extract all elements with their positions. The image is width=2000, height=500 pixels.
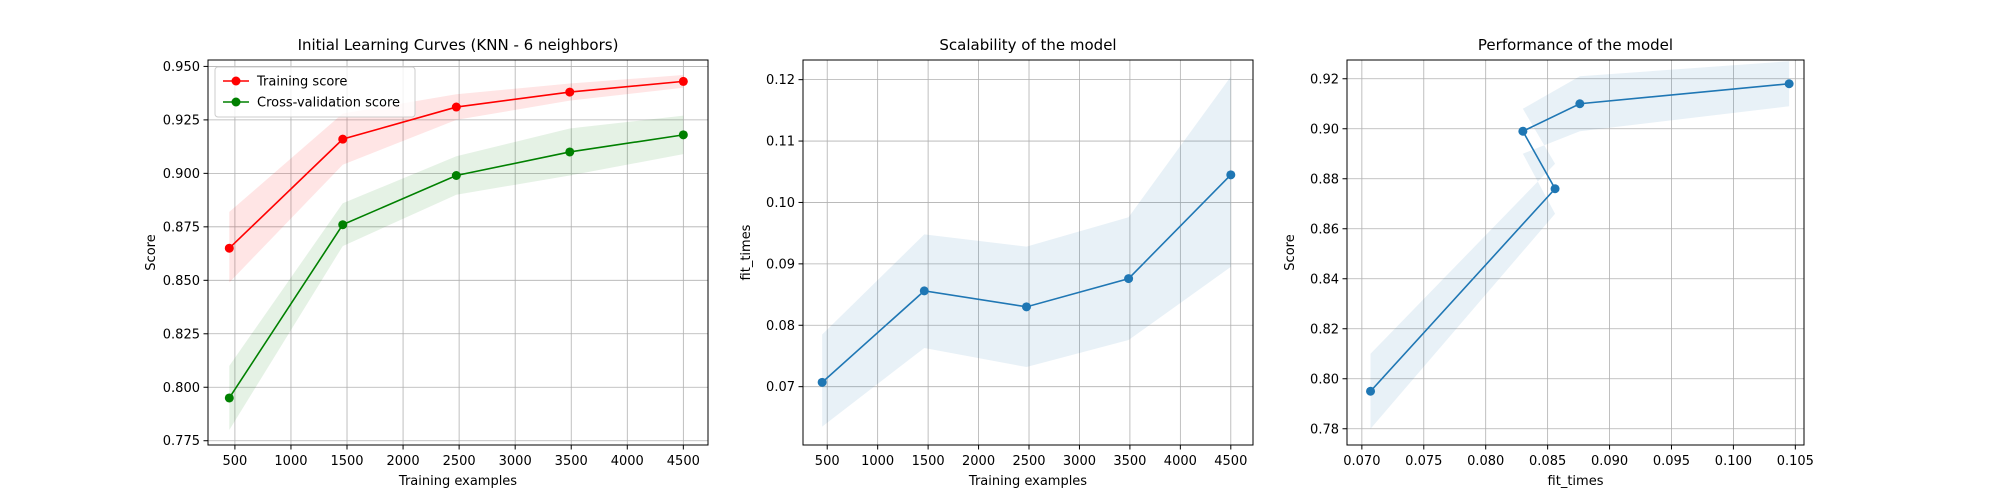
data-point xyxy=(1575,99,1585,109)
data-point xyxy=(451,102,461,112)
data-point xyxy=(224,393,234,403)
y-tick-label: 0.07 xyxy=(766,380,795,395)
y-tick-label: 0.925 xyxy=(163,113,200,128)
data-point xyxy=(1124,274,1134,284)
x-tick-label: 2000 xyxy=(962,454,995,469)
x-tick-label: 4500 xyxy=(1214,454,1247,469)
grid xyxy=(803,60,1253,445)
x-tick-label: 4000 xyxy=(1164,454,1197,469)
x-tick-label: 0.080 xyxy=(1467,454,1504,469)
x-tick-label: 0.075 xyxy=(1405,454,1442,469)
y-tick-label: 0.875 xyxy=(163,220,200,235)
data-point xyxy=(1518,126,1528,136)
series-0 xyxy=(224,74,688,283)
legend: Training score Cross-validation score xyxy=(214,66,416,118)
x-tick-label: 1000 xyxy=(861,454,894,469)
y-tick-label: 0.84 xyxy=(1310,272,1339,287)
legend-label: Cross-validation score xyxy=(257,96,400,111)
data-point xyxy=(1366,386,1376,396)
y-tick-label: 0.88 xyxy=(1310,172,1339,187)
y-tick-label: 0.90 xyxy=(1310,122,1339,137)
legend-marker xyxy=(231,76,241,86)
x-axis-label: Training examples xyxy=(968,474,1087,489)
data-point xyxy=(1784,79,1794,89)
grid xyxy=(1347,60,1804,445)
x-tick-label: 2500 xyxy=(1012,454,1045,469)
x-tick-label: 0.095 xyxy=(1653,454,1690,469)
legend-marker xyxy=(231,97,241,107)
y-tick-label: 0.900 xyxy=(163,167,200,182)
x-axis-label: fit_times xyxy=(1548,474,1604,489)
y-tick-label: 0.08 xyxy=(766,319,795,334)
learning-curve-chart: 500 1000 1500 2000 2500 3000 3500 4000 4500 0.775… xyxy=(144,36,709,489)
y-tick-label: 0.11 xyxy=(766,135,795,150)
x-tick-label: 2500 xyxy=(443,454,476,469)
x-tick-label: 0.105 xyxy=(1777,454,1814,469)
series-1 xyxy=(224,115,688,431)
y-axis-label: Score xyxy=(144,234,159,270)
x-tick-label: 500 xyxy=(815,454,840,469)
legend-label: Training score xyxy=(256,75,347,90)
x-tick-label: 0.100 xyxy=(1715,454,1752,469)
data-point xyxy=(338,134,348,144)
confidence-band xyxy=(229,74,684,283)
data-point xyxy=(919,286,929,296)
data-point xyxy=(338,220,348,230)
legend-box xyxy=(214,66,416,118)
y-tick-label: 0.92 xyxy=(1310,72,1339,87)
chart-title: Performance of the model xyxy=(1478,36,1673,54)
axes-frame xyxy=(1346,59,1805,446)
y-tick-label: 0.800 xyxy=(163,381,200,396)
x-tick-label: 0.085 xyxy=(1529,454,1566,469)
confidence-band xyxy=(822,76,1231,427)
chart-title: Initial Learning Curves (KNN - 6 neighbo… xyxy=(298,36,619,54)
data-point xyxy=(565,147,575,157)
x-tick-label: 0.070 xyxy=(1343,454,1380,469)
data-point xyxy=(817,377,827,387)
axes-frame xyxy=(802,59,1254,446)
x-tick-label: 3000 xyxy=(499,454,532,469)
x-tick-label: 1500 xyxy=(912,454,945,469)
data-point xyxy=(1550,184,1560,194)
x-tick-label: 4000 xyxy=(611,454,644,469)
x-tick-label: 3500 xyxy=(1113,454,1146,469)
y-axis-label: fit_times xyxy=(739,224,754,280)
data-point xyxy=(1226,170,1236,180)
series-0 xyxy=(1366,61,1794,429)
x-tick-label: 1500 xyxy=(330,454,363,469)
axes-frame xyxy=(207,59,709,446)
data-point xyxy=(224,243,234,253)
y-axis-label: Score xyxy=(1283,234,1298,270)
performance-chart: 0.070 0.075 0.080 0.085 0.090 0.095 0.100 0.105… xyxy=(1283,36,1814,489)
y-tick-label: 0.80 xyxy=(1310,372,1339,387)
y-tick-label: 0.09 xyxy=(766,257,795,272)
data-point xyxy=(1021,302,1031,312)
y-tick-label: 0.86 xyxy=(1310,222,1339,237)
y-tick-label: 0.950 xyxy=(163,60,200,75)
scalability-chart: 500 1000 1500 2000 2500 3000 3500 4000 4500 0.07 0… xyxy=(739,36,1254,489)
y-tick-label: 0.10 xyxy=(766,196,795,211)
x-tick-label: 1000 xyxy=(274,454,307,469)
data-point xyxy=(565,87,575,97)
x-tick-label: 500 xyxy=(222,454,247,469)
x-tick-label: 3500 xyxy=(555,454,588,469)
chart-title: Scalability of the model xyxy=(939,36,1116,54)
x-tick-label: 3000 xyxy=(1063,454,1096,469)
x-tick-label: 4500 xyxy=(667,454,700,469)
x-axis-label: Training examples xyxy=(398,474,517,489)
data-point xyxy=(678,130,688,140)
y-tick-label: 0.82 xyxy=(1310,322,1339,337)
data-point xyxy=(678,76,688,86)
y-tick-label: 0.850 xyxy=(163,274,200,289)
x-tick-label: 0.090 xyxy=(1591,454,1628,469)
data-point xyxy=(451,171,461,180)
y-tick-label: 0.78 xyxy=(1310,422,1339,437)
series-0 xyxy=(817,76,1236,427)
x-tick-label: 2000 xyxy=(387,454,420,469)
confidence-band xyxy=(1370,61,1790,429)
y-tick-label: 0.12 xyxy=(766,73,795,88)
y-tick-label: 0.775 xyxy=(163,434,200,449)
y-tick-label: 0.825 xyxy=(163,327,200,342)
